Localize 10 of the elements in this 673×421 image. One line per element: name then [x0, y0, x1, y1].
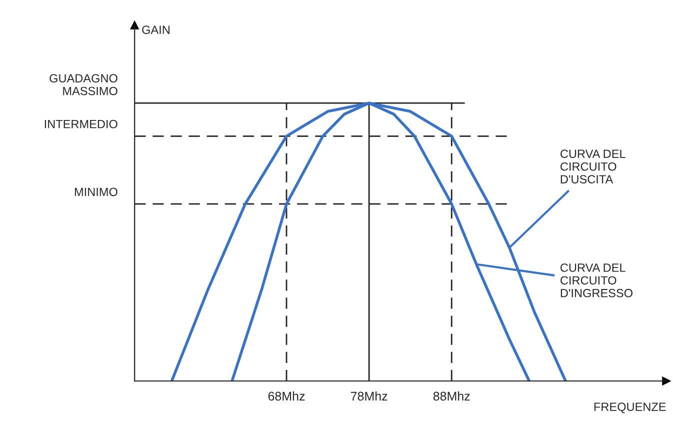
ref-line-label: INTERMEDIO: [44, 120, 118, 128]
x-tick-label: 68Mhz: [268, 391, 305, 401]
x-axis-title: FREQUENZE: [594, 402, 666, 414]
text: CURVA DEL CIRCUITO D'USCITA: [560, 150, 626, 184]
x-tick-label: 88Mhz: [433, 391, 470, 401]
ref-line-label: MINIMO: [74, 188, 118, 196]
text: GAIN: [142, 26, 170, 34]
ref-line-label: GUADAGNO MASSIMO: [50, 74, 118, 96]
x-tick-label: 78Mhz: [350, 391, 388, 401]
text: CURVA DEL CIRCUITO D'INGRESSO: [560, 263, 632, 298]
